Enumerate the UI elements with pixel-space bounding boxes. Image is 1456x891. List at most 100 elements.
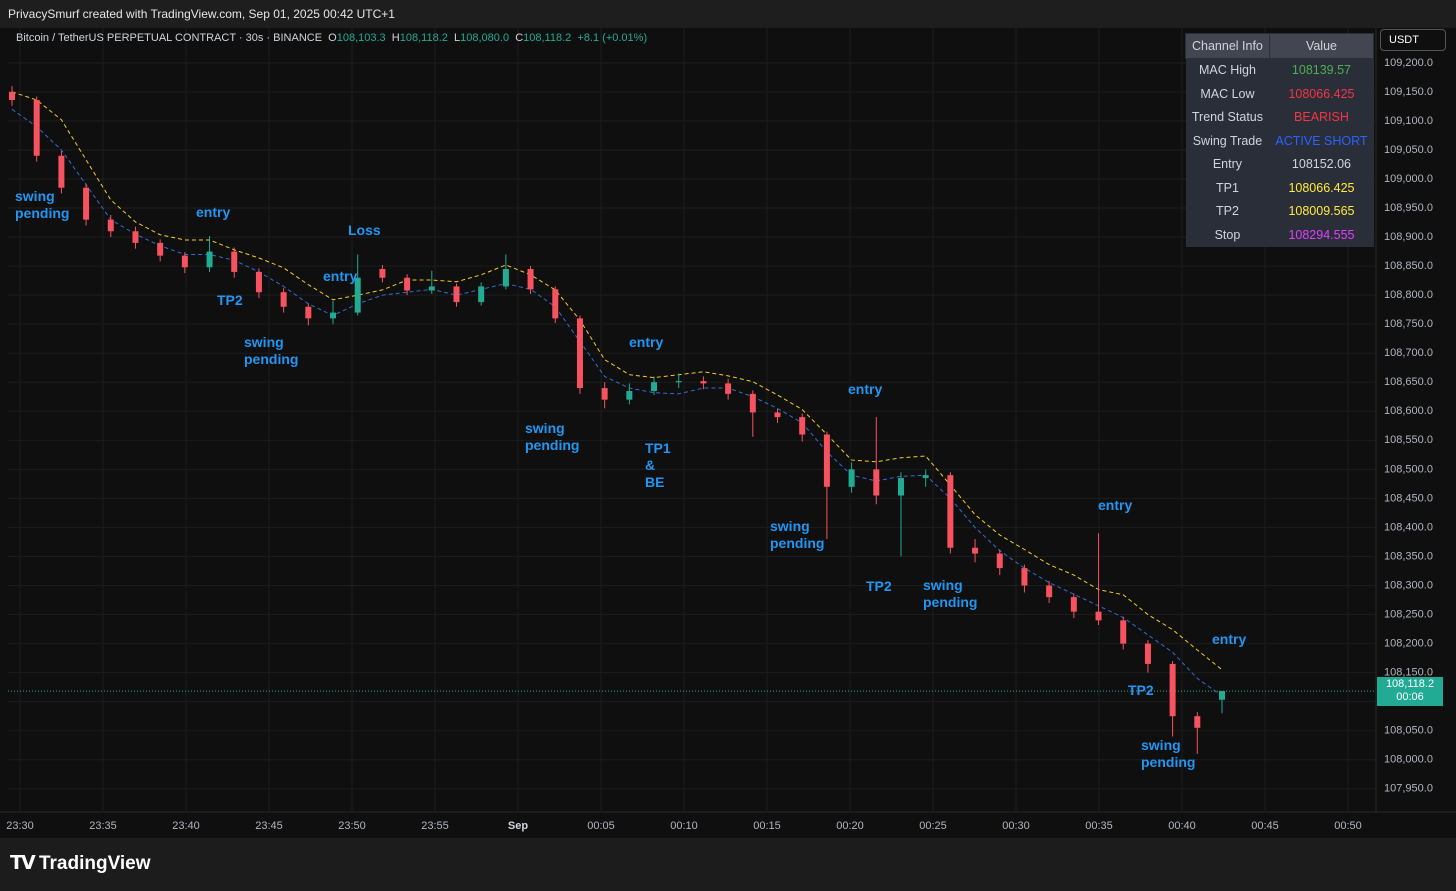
y-tick-label: 108,900.0	[1384, 231, 1433, 243]
annotation: entry	[1212, 631, 1247, 647]
o-value: 108,103.3	[336, 32, 386, 44]
change: +8.1 (+0.01%)	[577, 32, 648, 44]
y-tick-label: 108,050.0	[1384, 725, 1433, 737]
table-label: TP2	[1185, 199, 1270, 223]
candle-body	[1169, 663, 1176, 717]
x-tick-label: 00:05	[587, 820, 615, 832]
candle-body	[675, 381, 682, 383]
table-header: Value	[1268, 33, 1375, 59]
o-label: O	[328, 32, 337, 44]
table-label: Trend Status	[1185, 105, 1270, 129]
l-label: L	[454, 32, 461, 44]
y-tick-label: 108,650.0	[1384, 376, 1433, 388]
table-value: 108294.555	[1269, 223, 1374, 247]
y-tick-label: 108,300.0	[1384, 579, 1433, 591]
x-tick-label: 23:50	[338, 820, 366, 832]
annotation: entry	[323, 268, 358, 284]
table-label: MAC High	[1185, 58, 1270, 82]
currency-button[interactable]: USDT	[1380, 29, 1446, 51]
candle-body	[379, 269, 386, 278]
y-tick-label: 108,250.0	[1384, 608, 1433, 620]
table-row: TP2 108009.565	[1185, 199, 1374, 223]
y-tick-label: 108,700.0	[1384, 347, 1433, 359]
table-value: 108152.06	[1269, 152, 1374, 176]
candle-body	[1070, 597, 1077, 612]
y-tick-label: 108,800.0	[1384, 289, 1433, 301]
x-tick-label: 00:15	[753, 820, 781, 832]
candle-body	[823, 434, 830, 487]
candle-body	[527, 269, 534, 290]
x-tick-label: 23:35	[89, 820, 117, 832]
bands	[8, 91, 1376, 697]
table-label: MAC Low	[1185, 82, 1270, 106]
price-tag: 108,118.2 00:06	[1377, 677, 1443, 707]
legend: Bitcoin / TetherUS PERPETUAL CONTRACT · …	[16, 32, 647, 44]
candle-body	[1144, 643, 1151, 664]
footer: 𝗧𝗩 TradingView	[0, 838, 1456, 891]
y-tick-label: 108,550.0	[1384, 434, 1433, 446]
y-tick-label: 107,950.0	[1384, 783, 1433, 795]
x-tick-label: 23:30	[6, 820, 34, 832]
x-tick-label: 00:35	[1085, 820, 1113, 832]
header-text: PrivacySmurf created with TradingView.co…	[8, 7, 395, 21]
table-header: Channel Info	[1185, 33, 1270, 59]
candle-body	[651, 382, 658, 391]
c-label: C	[515, 32, 524, 44]
table-value: 108066.425	[1269, 176, 1374, 200]
candle-body	[700, 381, 707, 384]
x-tick-label: 00:45	[1251, 820, 1279, 832]
candle-body	[330, 312, 337, 319]
candle-body	[1194, 716, 1201, 728]
price: 108,118.2	[1385, 678, 1435, 691]
annotation: TP2	[217, 292, 243, 308]
x-tick-label: 23:45	[255, 820, 283, 832]
y-tick-label: 109,000.0	[1384, 173, 1433, 185]
candle-body	[972, 547, 979, 554]
annotation: entry	[848, 381, 883, 397]
annotation: entry	[1098, 497, 1133, 513]
logo-text: TradingView	[38, 853, 151, 874]
candle-body	[404, 277, 411, 291]
x-tick-label: 00:25	[919, 820, 947, 832]
annotation: swing pending	[525, 420, 580, 453]
y-tick-label: 108,350.0	[1384, 550, 1433, 562]
candle-body	[725, 383, 732, 394]
y-tick-label: 108,000.0	[1384, 754, 1433, 766]
logo[interactable]: 𝗧𝗩 TradingView	[10, 853, 151, 874]
y-tick-label: 108,450.0	[1384, 492, 1433, 504]
annotation: swing pending	[1141, 737, 1196, 770]
candle-body	[1120, 620, 1127, 644]
table-label: Swing Trade	[1185, 129, 1270, 153]
table-label: Stop	[1185, 223, 1270, 247]
candle-body	[58, 155, 65, 188]
table-label: Entry	[1185, 152, 1270, 176]
annotation: swing pending	[244, 334, 299, 367]
symbol: Bitcoin / TetherUS PERPETUAL CONTRACT · …	[16, 32, 323, 44]
annotation: swing pending	[770, 518, 825, 551]
candle-body	[996, 553, 1003, 569]
table-value: BEARISH	[1269, 105, 1374, 129]
annotation: entry	[196, 204, 231, 220]
candle-body	[280, 292, 287, 307]
table-row: TP1 108066.425	[1185, 176, 1374, 200]
x-tick-label: 23:40	[172, 820, 200, 832]
candles	[9, 86, 1225, 754]
countdown: 00:06	[1396, 691, 1424, 704]
y-tick-label: 109,050.0	[1384, 144, 1433, 156]
band-line	[11, 108, 1223, 697]
candle-body	[231, 251, 238, 272]
candle-body	[552, 289, 559, 319]
x-tick-label: Sep	[508, 820, 528, 832]
table-label: TP1	[1185, 176, 1270, 200]
h-label: H	[391, 32, 400, 44]
candle-body	[9, 91, 15, 101]
annotation: entry	[629, 334, 664, 350]
y-tick-label: 109,200.0	[1384, 57, 1433, 69]
y-tick-label: 108,850.0	[1384, 260, 1433, 272]
x-tick-label: 00:30	[1002, 820, 1030, 832]
annotation: swing pending	[923, 577, 978, 610]
annotation: TP2	[1128, 682, 1154, 698]
table-value: 108009.565	[1269, 199, 1374, 223]
candle-body	[502, 269, 509, 287]
